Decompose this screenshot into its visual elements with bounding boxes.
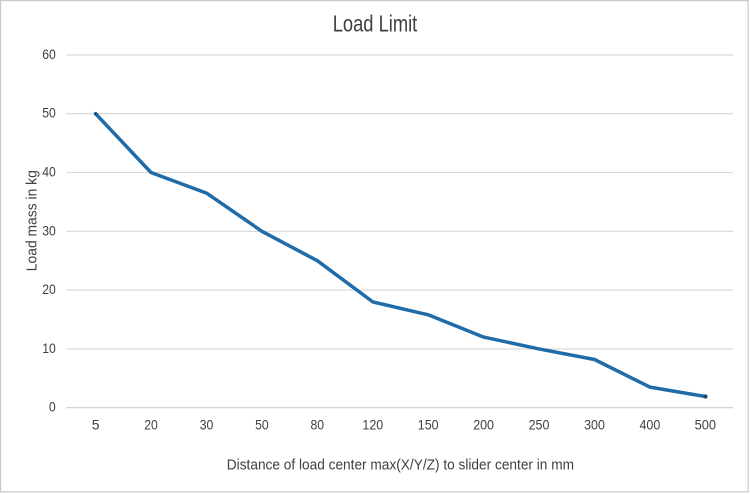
svg-text:300: 300 [584,417,605,433]
svg-text:Load Limit: Load Limit [333,11,418,37]
svg-text:500: 500 [695,417,717,433]
svg-text:120: 120 [362,417,383,433]
svg-text:10: 10 [42,340,56,356]
svg-text:250: 250 [529,417,550,433]
svg-text:80: 80 [311,417,325,433]
svg-text:200: 200 [473,417,494,433]
svg-text:0: 0 [49,399,56,415]
svg-text:60: 60 [42,46,56,62]
svg-text:400: 400 [640,417,661,433]
svg-text:5: 5 [92,417,100,433]
svg-text:Load mass in kg: Load mass in kg [24,170,40,271]
svg-text:150: 150 [418,417,439,433]
svg-text:50: 50 [255,417,269,433]
svg-text:50: 50 [42,105,56,121]
svg-text:20: 20 [144,417,158,433]
svg-text:40: 40 [42,164,56,180]
svg-text:20: 20 [42,281,56,297]
svg-text:Distance of load center max(X/: Distance of load center max(X/Y/Z) to sl… [227,457,574,473]
svg-text:30: 30 [42,222,56,238]
svg-text:30: 30 [200,417,214,433]
